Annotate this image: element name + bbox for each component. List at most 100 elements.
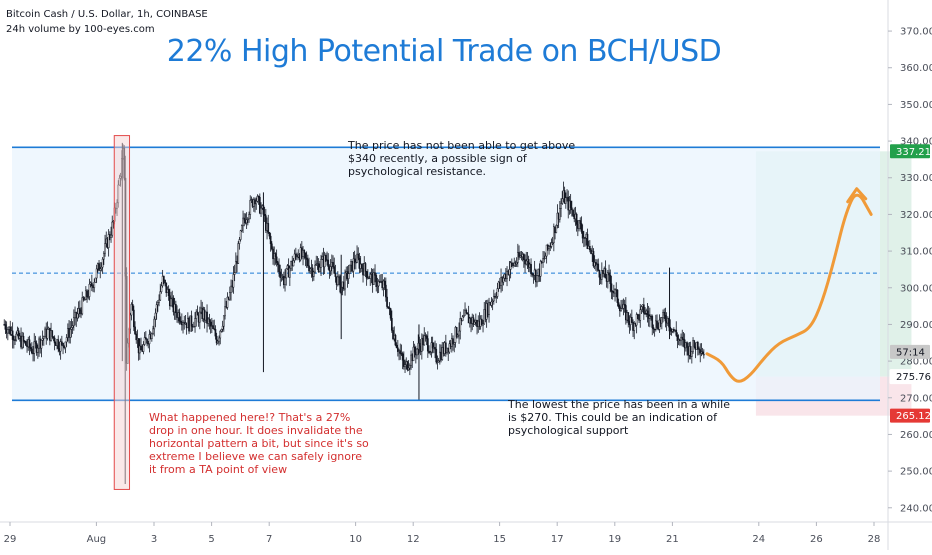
candle bbox=[226, 296, 229, 308]
candle bbox=[238, 239, 241, 244]
candle bbox=[98, 263, 100, 271]
price-badge[interactable] bbox=[889, 369, 931, 385]
price-badge-label: 337.21 bbox=[896, 147, 931, 158]
candle bbox=[276, 262, 279, 266]
candle bbox=[561, 198, 564, 204]
candle bbox=[357, 253, 360, 259]
candle bbox=[324, 255, 327, 261]
indicator-line[interactable]: 24h volume by 100-eyes.com bbox=[6, 24, 155, 35]
candle bbox=[65, 337, 68, 343]
candle bbox=[682, 338, 685, 341]
candle bbox=[155, 304, 158, 314]
candle bbox=[40, 340, 43, 349]
candle bbox=[142, 344, 145, 352]
candle bbox=[269, 235, 272, 245]
candle bbox=[394, 334, 397, 346]
candle bbox=[179, 320, 182, 323]
candle bbox=[490, 301, 493, 306]
y-tick-label: 320.00 bbox=[900, 210, 932, 221]
candle bbox=[333, 266, 336, 274]
candle bbox=[268, 231, 271, 237]
candle bbox=[41, 338, 44, 341]
candle bbox=[374, 272, 376, 276]
candle bbox=[383, 280, 386, 286]
candle bbox=[416, 348, 418, 356]
candle bbox=[17, 330, 20, 339]
candle bbox=[518, 252, 520, 258]
candle bbox=[256, 195, 259, 202]
candle bbox=[332, 262, 334, 267]
x-tick-label: 7 bbox=[266, 534, 272, 545]
candle bbox=[579, 220, 582, 224]
candle bbox=[159, 291, 162, 301]
candle bbox=[111, 221, 114, 236]
projection-path[interactable] bbox=[705, 193, 873, 383]
candle bbox=[222, 315, 225, 327]
candle bbox=[364, 263, 367, 272]
candle bbox=[369, 274, 372, 279]
candle bbox=[698, 348, 700, 350]
candle bbox=[153, 318, 156, 330]
y-tick-label: 340.00 bbox=[900, 137, 932, 148]
candle bbox=[492, 296, 495, 302]
candle bbox=[160, 285, 163, 292]
support-annotation[interactable]: The lowest the price has been in a while… bbox=[508, 398, 731, 437]
candle bbox=[237, 243, 240, 264]
candle bbox=[192, 326, 195, 328]
candle bbox=[549, 246, 552, 248]
candle bbox=[459, 318, 462, 332]
candle bbox=[34, 341, 37, 344]
candle bbox=[525, 260, 528, 265]
price-badge[interactable] bbox=[890, 408, 930, 423]
candle bbox=[144, 337, 147, 340]
candle bbox=[21, 335, 24, 348]
x-tick-label: 10 bbox=[349, 534, 362, 545]
candle bbox=[221, 325, 224, 330]
candle bbox=[413, 346, 416, 353]
candle bbox=[354, 261, 357, 264]
candle bbox=[100, 266, 103, 270]
price-badge[interactable] bbox=[890, 344, 930, 359]
candle bbox=[190, 315, 193, 327]
candle bbox=[305, 257, 308, 260]
candle bbox=[389, 308, 392, 319]
x-tick-label: 26 bbox=[810, 534, 823, 545]
candle bbox=[196, 311, 199, 316]
candle bbox=[29, 347, 32, 350]
candle bbox=[4, 324, 7, 330]
price-badge[interactable] bbox=[890, 144, 930, 159]
candle bbox=[375, 275, 378, 288]
candle bbox=[69, 329, 72, 338]
candle bbox=[170, 298, 172, 307]
candle bbox=[696, 342, 699, 349]
candle bbox=[146, 338, 148, 344]
candle bbox=[233, 272, 236, 275]
candle bbox=[90, 282, 93, 287]
candle bbox=[279, 271, 282, 278]
candle bbox=[536, 275, 538, 283]
candle bbox=[564, 197, 567, 204]
candle bbox=[544, 255, 547, 259]
y-tick-label: 250.00 bbox=[900, 467, 932, 478]
marked-drop-box[interactable] bbox=[113, 135, 131, 490]
candle bbox=[165, 282, 168, 294]
candle bbox=[513, 262, 516, 266]
candle bbox=[399, 350, 402, 354]
candle bbox=[597, 263, 600, 271]
candle bbox=[515, 262, 518, 265]
resistance-annotation[interactable]: The price has not been able to get above… bbox=[348, 139, 576, 178]
candle bbox=[648, 315, 651, 319]
candle bbox=[83, 299, 86, 301]
drop-annotation[interactable]: What happened here!? That's a 27% drop i… bbox=[149, 411, 369, 476]
candle bbox=[423, 335, 426, 346]
candle bbox=[435, 348, 438, 363]
candle bbox=[429, 351, 432, 354]
candle bbox=[616, 289, 619, 303]
candle bbox=[586, 233, 589, 250]
candle bbox=[243, 217, 246, 221]
candle bbox=[320, 259, 322, 268]
candle bbox=[548, 246, 550, 249]
candle bbox=[156, 302, 159, 305]
